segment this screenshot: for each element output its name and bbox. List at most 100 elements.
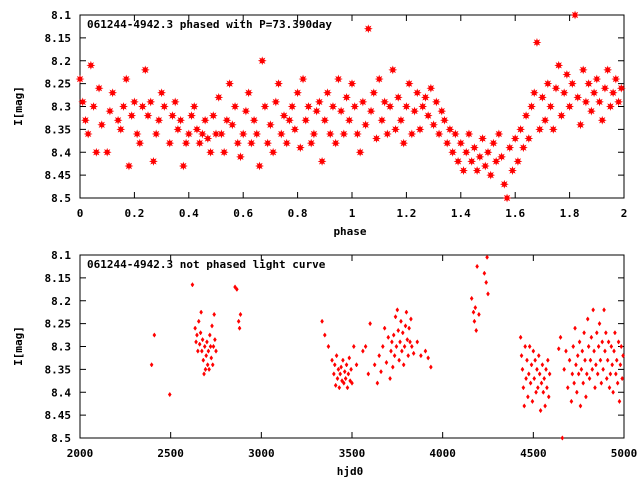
data-point	[210, 362, 215, 368]
phased-y-tick-label: 8.35	[45, 123, 72, 136]
data-point	[423, 111, 433, 121]
data-point	[89, 102, 98, 111]
data-point	[581, 97, 591, 107]
data-point	[138, 102, 147, 111]
data-point	[306, 138, 316, 148]
data-point	[569, 398, 574, 405]
data-point	[404, 309, 409, 315]
data-point	[562, 70, 572, 79]
data-point	[584, 79, 594, 89]
data-point	[205, 362, 210, 368]
data-point	[403, 323, 408, 329]
data-point	[211, 129, 221, 139]
data-point	[149, 157, 158, 166]
data-point	[135, 138, 145, 148]
data-point	[527, 102, 536, 111]
data-point	[405, 337, 410, 343]
data-point	[411, 350, 416, 356]
data-point	[543, 403, 547, 409]
data-point	[524, 134, 534, 143]
data-point	[75, 74, 85, 84]
data-point	[372, 362, 377, 368]
data-point	[266, 120, 275, 130]
data-point	[534, 389, 538, 395]
data-point	[154, 115, 164, 125]
data-point	[502, 193, 512, 203]
data-point	[478, 134, 487, 143]
data-point	[570, 10, 580, 20]
data-point	[596, 343, 601, 350]
data-point	[392, 353, 397, 359]
data-point	[190, 282, 195, 288]
data-point	[241, 106, 251, 116]
data-point	[521, 111, 531, 121]
data-point	[225, 79, 234, 89]
data-point	[336, 366, 341, 373]
phased-y-tick-label: 8.45	[45, 169, 72, 182]
data-point	[380, 97, 390, 107]
data-point	[404, 79, 414, 89]
data-point	[227, 120, 237, 130]
data-point	[340, 378, 344, 384]
data-point	[200, 348, 204, 354]
data-point	[429, 364, 433, 370]
data-point	[557, 111, 566, 121]
data-point	[102, 147, 112, 157]
data-point	[338, 371, 343, 377]
data-point	[499, 179, 509, 189]
data-point	[208, 343, 213, 350]
data-point	[513, 157, 523, 166]
data-point	[282, 138, 292, 148]
data-point	[236, 318, 241, 324]
data-point	[548, 124, 558, 134]
data-point	[151, 129, 161, 139]
unphased-y-axis-label: I[mag]	[12, 326, 25, 366]
data-point	[347, 355, 352, 361]
data-point	[494, 129, 504, 139]
data-point	[508, 166, 517, 175]
data-point	[369, 88, 379, 98]
data-point	[293, 88, 302, 98]
data-point	[198, 129, 207, 139]
data-point	[577, 339, 582, 345]
phased-x-tick-label: 1.8	[560, 207, 580, 220]
data-point	[584, 371, 589, 377]
data-point	[402, 343, 407, 350]
data-point	[246, 138, 256, 148]
data-point	[339, 364, 343, 370]
data-point	[212, 311, 217, 318]
data-point	[198, 330, 203, 336]
data-point	[402, 102, 411, 111]
data-point	[437, 106, 447, 116]
data-point	[609, 343, 614, 350]
data-point	[333, 382, 338, 389]
data-point	[351, 343, 356, 350]
data-point	[406, 353, 411, 359]
data-point	[353, 129, 362, 139]
data-point	[431, 97, 441, 107]
data-point	[390, 339, 394, 345]
data-point	[594, 330, 599, 336]
data-point	[203, 366, 208, 373]
unphased-y-tick-label: 8.4	[51, 386, 71, 399]
data-point	[91, 147, 101, 157]
data-point	[222, 115, 232, 125]
data-point	[233, 284, 237, 290]
data-point	[290, 124, 300, 134]
data-point	[542, 375, 547, 382]
data-point	[263, 138, 273, 148]
data-point	[410, 106, 419, 116]
data-point	[571, 343, 576, 350]
data-point	[597, 320, 602, 327]
data-point	[526, 394, 530, 400]
data-point	[344, 115, 354, 125]
data-point	[608, 88, 618, 98]
data-point	[211, 343, 216, 350]
data-point	[421, 92, 430, 102]
data-point	[317, 157, 327, 166]
data-point	[585, 316, 590, 322]
data-point	[358, 97, 368, 107]
data-point	[287, 102, 297, 111]
data-point	[189, 102, 199, 111]
data-point	[385, 102, 395, 111]
